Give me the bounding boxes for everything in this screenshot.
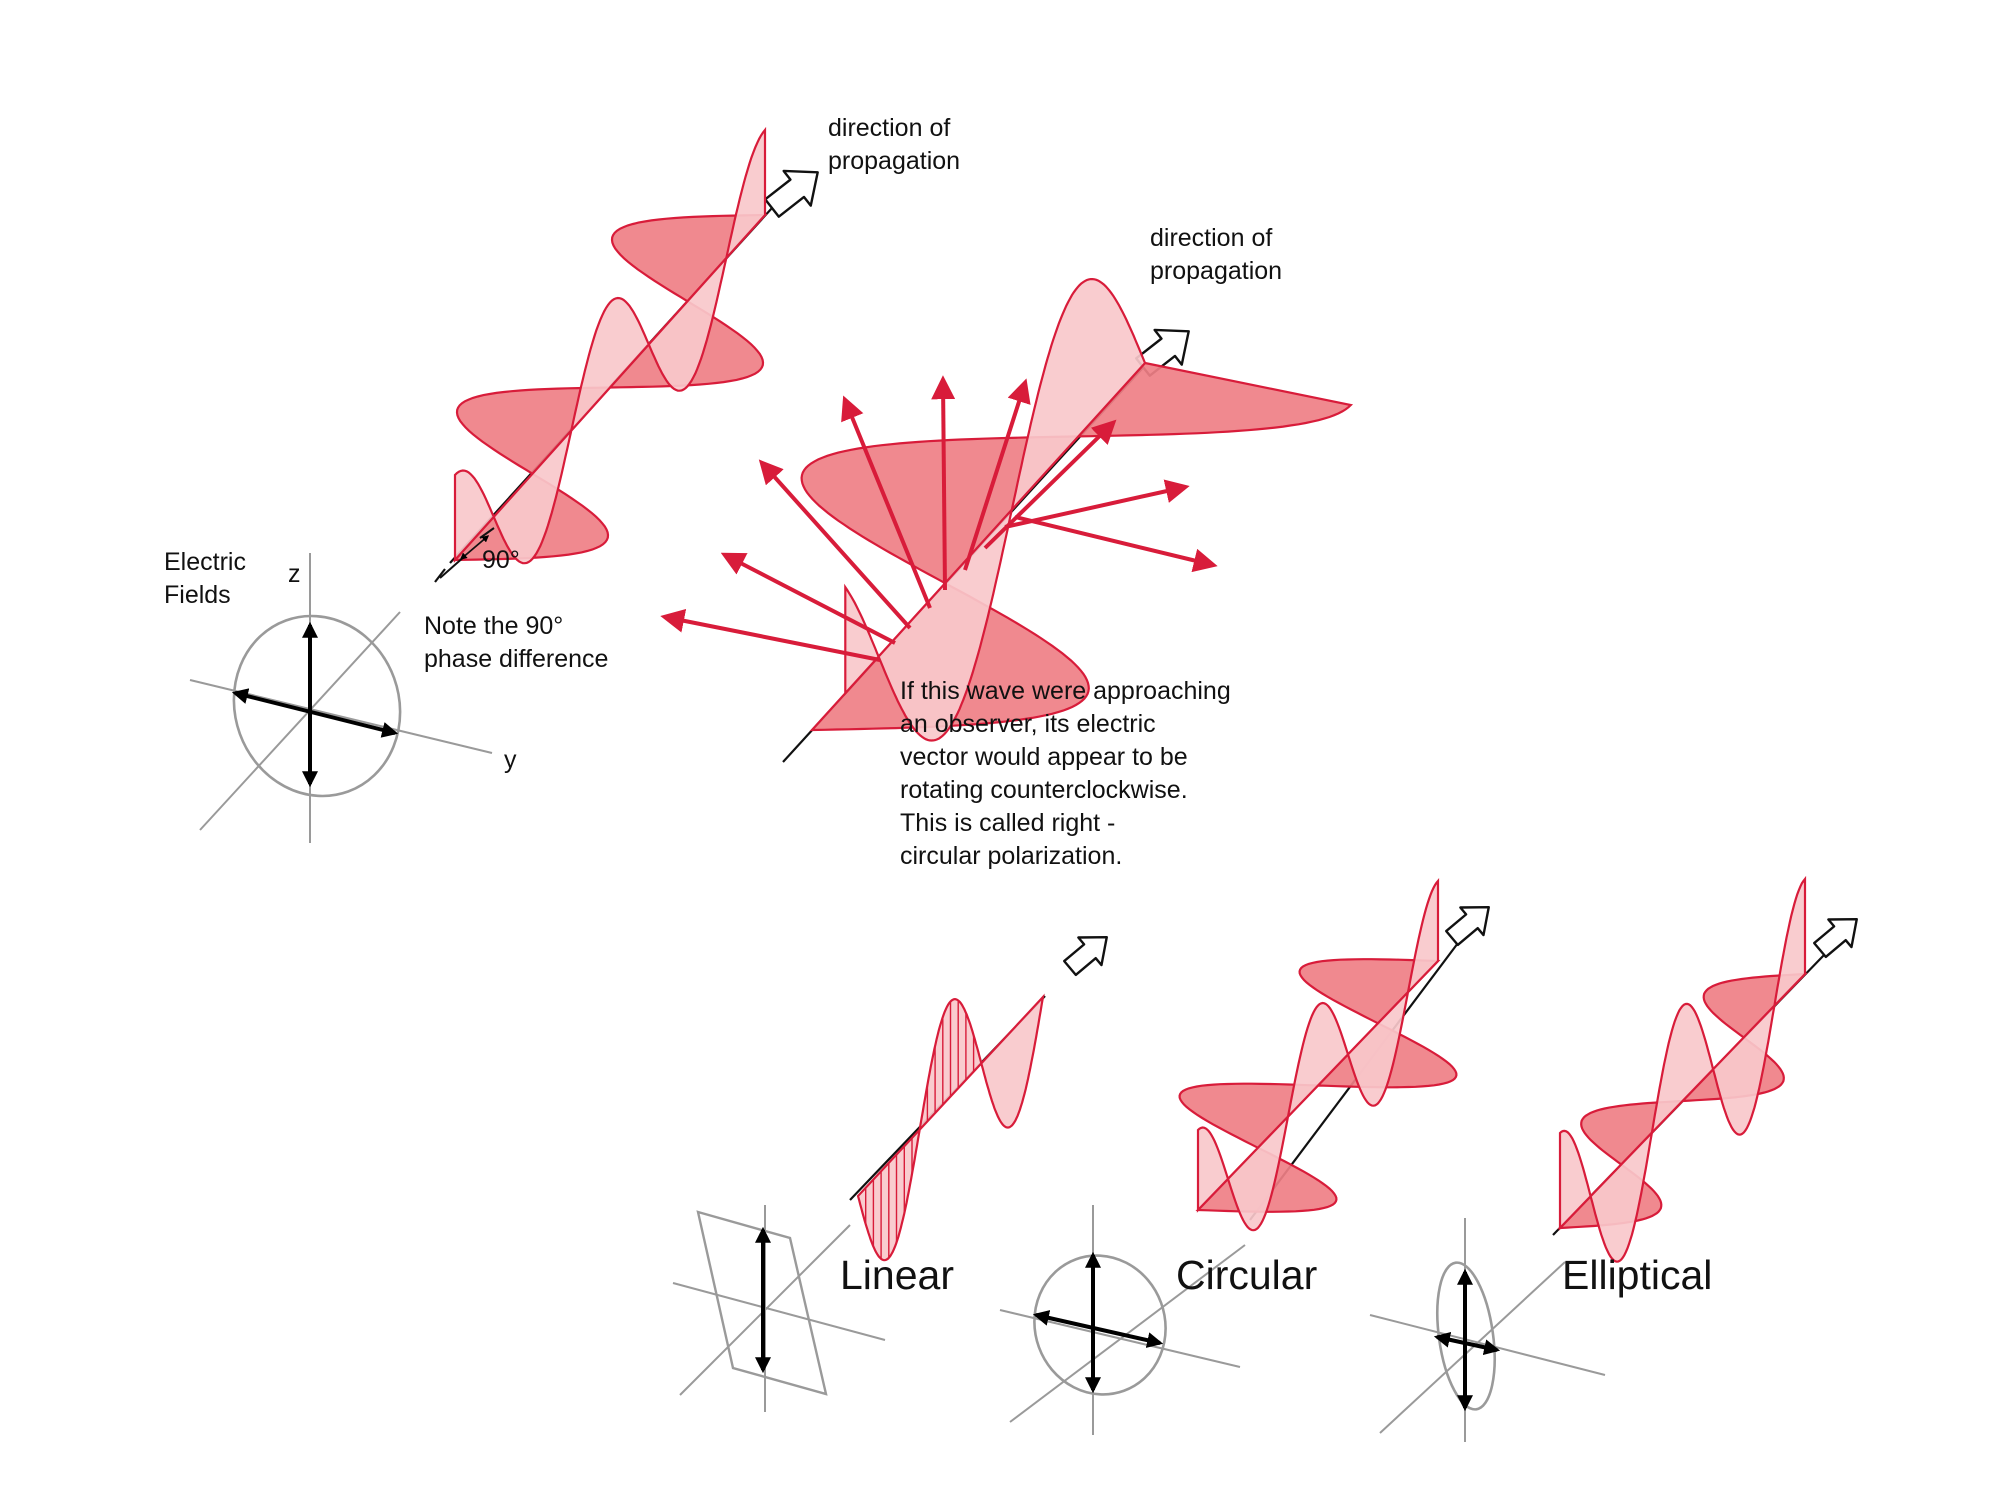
hollow-arrow-icon	[1445, 905, 1490, 947]
elliptical-axes	[1369, 1218, 1606, 1442]
electric-vector-arrow	[720, 552, 896, 645]
electric-vector-arrow	[963, 378, 1031, 571]
elliptical-label: Elliptical	[1562, 1252, 1713, 1298]
phase-angle-label: 90°	[482, 546, 520, 574]
electric-vector-arrow	[1014, 515, 1218, 573]
electric-vector-arrow	[758, 459, 912, 630]
electric-fields-label: Electric Fields	[164, 548, 246, 609]
vertical-component-wave	[1558, 875, 1807, 1263]
wave-panel-2	[660, 278, 1354, 742]
linear-axes	[672, 1205, 886, 1412]
propagation-label-2: direction of propagation	[1150, 224, 1283, 285]
y-axis-label: y	[504, 746, 517, 774]
propagation-label-1: direction of propagation	[828, 114, 961, 175]
wave-circular	[1178, 877, 1458, 1232]
vertical-component-wave	[1196, 877, 1440, 1232]
wave-linear	[856, 993, 1045, 1262]
hollow-arrow-icon	[1063, 935, 1108, 977]
electric-vector-arrow	[660, 608, 881, 662]
horizontal-field-vector	[231, 688, 399, 738]
vertical-component-wave	[844, 278, 1147, 742]
circular-axes	[999, 1205, 1246, 1435]
wave-panel-1	[452, 126, 768, 565]
phase-marker	[439, 527, 495, 579]
hollow-arrow-icon	[764, 169, 819, 218]
vertical-component-wave	[453, 126, 767, 565]
circular-label: Circular	[1176, 1252, 1318, 1298]
electric-vector-arrow	[841, 395, 932, 609]
x-axis-line	[199, 611, 401, 831]
observer-note: If this wave were approaching an observe…	[900, 677, 1231, 870]
linear-label: Linear	[840, 1252, 954, 1298]
hollow-arrow-icon	[1813, 917, 1858, 959]
electric-vector-arrow	[931, 375, 956, 591]
phase-note: Note the 90° phase difference	[424, 612, 609, 673]
wave-elliptical	[1557, 875, 1808, 1263]
propagation-axis-dash	[434, 568, 446, 583]
z-axis-label: z	[288, 560, 301, 588]
electric-field-axes-main	[189, 553, 493, 843]
